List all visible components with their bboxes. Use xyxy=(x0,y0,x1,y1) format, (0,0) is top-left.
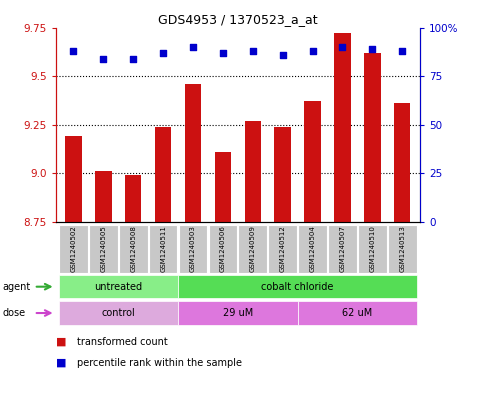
Text: dose: dose xyxy=(2,308,26,318)
Bar xyxy=(298,301,417,325)
Text: GSM1240513: GSM1240513 xyxy=(399,225,405,272)
Bar xyxy=(274,127,291,222)
Bar xyxy=(334,33,351,222)
Point xyxy=(339,44,346,50)
Text: ■: ■ xyxy=(56,336,66,347)
Bar xyxy=(149,224,177,273)
Text: GSM1240506: GSM1240506 xyxy=(220,225,226,272)
Point xyxy=(70,48,77,54)
Bar xyxy=(125,175,142,222)
Point xyxy=(189,44,197,50)
Bar xyxy=(58,301,178,325)
Text: GSM1240511: GSM1240511 xyxy=(160,225,166,272)
Bar xyxy=(388,224,417,273)
Text: transformed count: transformed count xyxy=(77,336,168,347)
Text: control: control xyxy=(101,308,135,318)
Point xyxy=(249,48,256,54)
Point xyxy=(219,50,227,56)
Bar xyxy=(358,224,387,273)
Bar xyxy=(209,224,237,273)
Text: percentile rank within the sample: percentile rank within the sample xyxy=(77,358,242,368)
Bar xyxy=(179,224,207,273)
Bar xyxy=(119,224,148,273)
Text: GSM1240510: GSM1240510 xyxy=(369,225,375,272)
Point xyxy=(129,55,137,62)
Bar xyxy=(298,224,327,273)
Text: agent: agent xyxy=(2,282,30,292)
Bar xyxy=(89,224,118,273)
Point xyxy=(369,46,376,52)
Point xyxy=(279,51,286,58)
Bar xyxy=(328,224,357,273)
Point xyxy=(159,50,167,56)
Text: GSM1240512: GSM1240512 xyxy=(280,225,286,272)
Bar xyxy=(155,127,171,222)
Bar xyxy=(95,171,112,222)
Bar xyxy=(304,101,321,222)
Bar xyxy=(364,53,381,222)
Text: GSM1240502: GSM1240502 xyxy=(71,225,76,272)
Bar xyxy=(244,121,261,222)
Bar xyxy=(178,275,417,298)
Bar xyxy=(185,84,201,222)
Bar xyxy=(58,275,178,298)
Bar xyxy=(394,103,411,222)
Text: cobalt chloride: cobalt chloride xyxy=(261,282,334,292)
Text: GSM1240507: GSM1240507 xyxy=(340,225,345,272)
Text: GSM1240509: GSM1240509 xyxy=(250,225,256,272)
Text: GSM1240505: GSM1240505 xyxy=(100,225,106,272)
Text: 29 uM: 29 uM xyxy=(223,308,253,318)
Point xyxy=(398,48,406,54)
Bar xyxy=(239,224,267,273)
Bar xyxy=(59,224,88,273)
Bar xyxy=(269,224,297,273)
Text: 62 uM: 62 uM xyxy=(342,308,372,318)
Bar xyxy=(215,152,231,222)
Text: GSM1240503: GSM1240503 xyxy=(190,225,196,272)
Point xyxy=(309,48,316,54)
Text: ■: ■ xyxy=(56,358,66,368)
Text: GSM1240504: GSM1240504 xyxy=(310,225,315,272)
Point xyxy=(99,55,107,62)
Bar xyxy=(178,301,298,325)
Title: GDS4953 / 1370523_a_at: GDS4953 / 1370523_a_at xyxy=(158,13,318,26)
Text: untreated: untreated xyxy=(94,282,142,292)
Bar xyxy=(65,136,82,222)
Text: GSM1240508: GSM1240508 xyxy=(130,225,136,272)
